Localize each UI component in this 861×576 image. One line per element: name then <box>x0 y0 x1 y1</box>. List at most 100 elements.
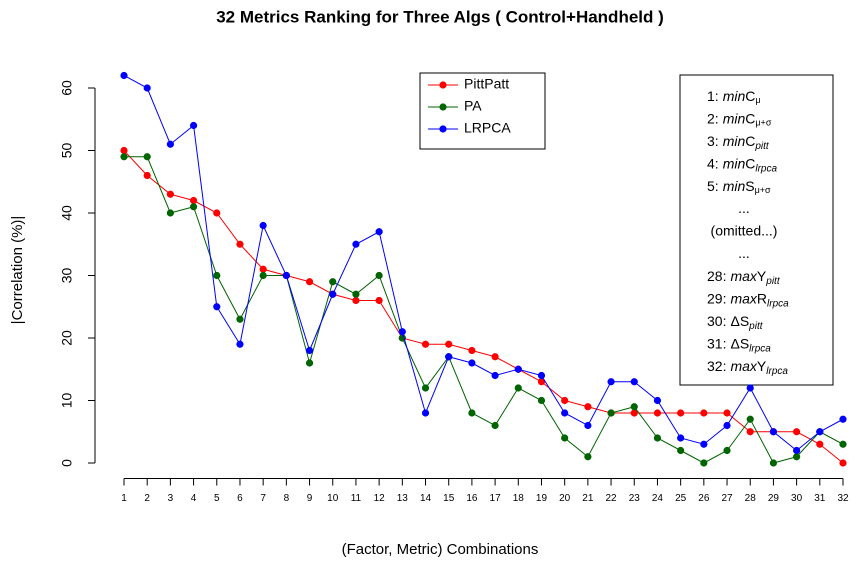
annotation-subscript: μ <box>755 95 760 105</box>
point <box>839 415 847 423</box>
annotation-text: 5: minSμ+σ <box>707 178 771 196</box>
point <box>189 121 198 130</box>
annotation-text: 31: ΔSlrpca <box>707 335 771 354</box>
point <box>700 440 708 448</box>
annotation-text: 3: minCpitt <box>707 133 770 152</box>
x-tick-label: 29 <box>768 493 780 504</box>
point <box>305 359 314 367</box>
point <box>259 221 267 230</box>
x-tick-label: 6 <box>237 493 243 504</box>
point <box>677 446 685 455</box>
x-tick-label: 27 <box>721 493 733 504</box>
point <box>561 409 569 417</box>
point <box>143 153 151 161</box>
point <box>305 278 314 286</box>
point <box>816 440 824 448</box>
point <box>537 371 546 380</box>
y-tick-label: 20 <box>59 330 75 346</box>
y-tick-label: 50 <box>59 143 75 159</box>
annotation-number: 32: <box>707 358 726 374</box>
annotation-subscript: pitt <box>748 321 764 332</box>
x-tick-label: 8 <box>284 493 290 504</box>
annotation-variable: C <box>745 88 755 104</box>
point <box>213 209 221 217</box>
x-tick-label: 7 <box>260 493 266 504</box>
point <box>653 396 662 405</box>
point <box>445 340 453 348</box>
x-tick-label: 21 <box>582 493 594 504</box>
point <box>514 384 522 392</box>
point <box>329 278 337 286</box>
legend-label: LRPCA <box>464 120 511 136</box>
annotation-number: 29: <box>707 290 726 306</box>
annotation-function: min <box>723 178 746 194</box>
x-tick-label: 19 <box>536 493 548 504</box>
legend-marker <box>439 103 447 111</box>
point <box>816 428 824 436</box>
x-tick-label: 1 <box>121 493 127 504</box>
point <box>839 459 847 467</box>
annotation-function: min <box>723 88 746 104</box>
x-tick-label: 20 <box>559 493 571 504</box>
point <box>653 434 662 442</box>
point <box>352 296 360 305</box>
annotation-number: 1: <box>707 88 719 104</box>
point <box>607 409 615 417</box>
point <box>769 428 778 436</box>
annotation-variable: C <box>745 110 755 126</box>
x-tick-label: 18 <box>513 493 525 504</box>
annotation-subscript: lrpca <box>767 298 789 309</box>
y-tick-label: 0 <box>59 459 75 467</box>
point <box>746 415 754 423</box>
annotation-function: min <box>723 155 746 171</box>
point <box>236 340 244 348</box>
y-tick-label: 30 <box>59 268 75 284</box>
annotation-number: 4: <box>707 155 719 171</box>
point <box>561 396 569 405</box>
series-line <box>123 150 844 464</box>
point <box>537 378 546 386</box>
point <box>468 409 476 417</box>
annotation-number: 28: <box>707 268 726 284</box>
point <box>514 365 522 373</box>
point <box>352 240 360 248</box>
x-tick-label: 11 <box>351 493 362 504</box>
annotation-subscript: lrpca <box>749 343 771 354</box>
point <box>352 290 360 298</box>
point <box>143 84 151 92</box>
point <box>305 346 314 355</box>
point <box>769 459 778 467</box>
annotation-number: 5: <box>707 178 719 194</box>
annotation-text: 29: maxRlrpca <box>707 290 789 309</box>
x-tick-label: 23 <box>629 493 641 504</box>
point <box>584 403 592 411</box>
annotation-variable: R <box>757 290 767 306</box>
annotation-text: 4: minClrpca <box>707 155 777 174</box>
legend-marker <box>439 81 447 89</box>
x-tick-label: 16 <box>466 493 478 504</box>
annotation-variable: ΔS <box>730 335 749 351</box>
point <box>166 209 174 217</box>
annotation-variable: ΔS <box>730 313 749 329</box>
annotation-text: 1: minCμ <box>707 88 761 106</box>
annotation-text: 2: minCμ+σ <box>707 110 772 128</box>
point <box>236 240 244 248</box>
annotation-function: min <box>723 110 746 126</box>
point <box>445 353 453 361</box>
x-tick-label: 28 <box>745 493 757 504</box>
x-tick-label: 12 <box>374 493 386 504</box>
point <box>723 409 731 417</box>
annotation-subscript: pitt <box>765 276 781 287</box>
point <box>166 190 174 198</box>
x-tick-label: 25 <box>675 493 687 504</box>
point <box>723 446 731 455</box>
annotation-subscript: lrpca <box>766 366 788 377</box>
point <box>421 384 430 392</box>
x-tick-label: 31 <box>814 493 826 504</box>
point <box>468 346 476 355</box>
point <box>630 403 638 411</box>
point <box>120 71 128 80</box>
point <box>700 409 708 417</box>
x-tick-label: 3 <box>168 493 174 504</box>
